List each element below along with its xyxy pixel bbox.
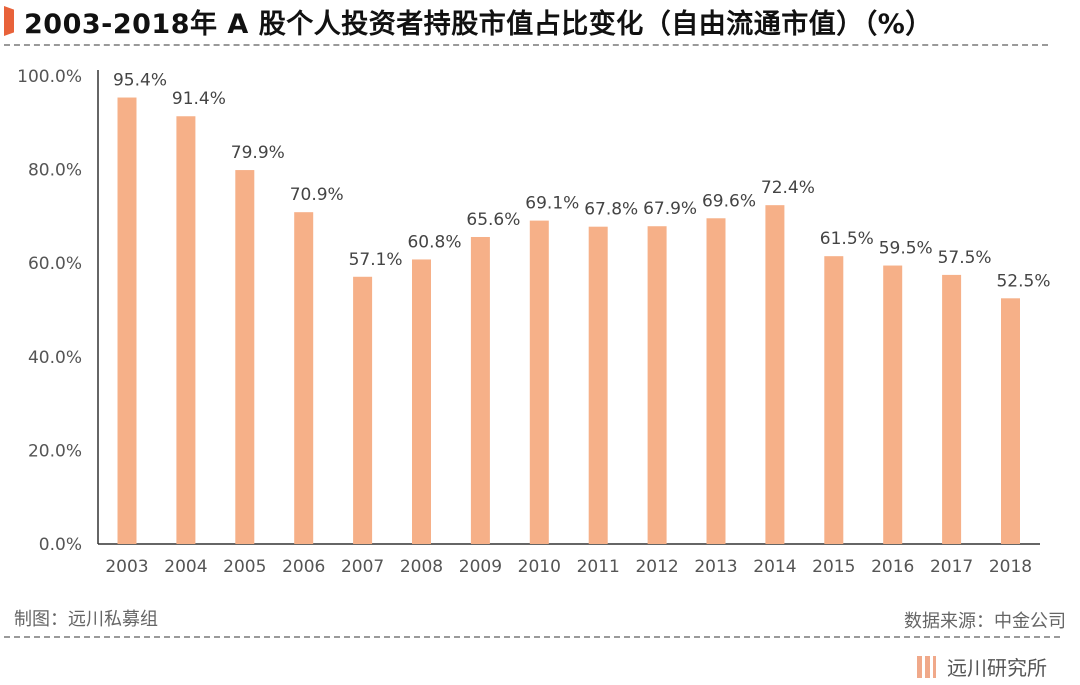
y-tick-label: 60.0% [28, 254, 82, 274]
x-tick-label: 2003 [105, 557, 148, 577]
y-tick-label: 40.0% [28, 348, 82, 368]
brand-logo: 远川研究所 [917, 652, 1047, 681]
data-label: 67.9% [643, 199, 697, 219]
x-tick-label: 2008 [400, 557, 443, 577]
title-divider [4, 44, 1048, 46]
y-tick-label: 100.0% [17, 67, 82, 87]
data-label: 59.5% [879, 239, 933, 259]
y-tick-label: 20.0% [28, 441, 82, 461]
x-tick-label: 2017 [930, 557, 973, 577]
data-label: 61.5% [820, 229, 874, 249]
x-tick-label: 2014 [753, 557, 796, 577]
bar-2015 [824, 256, 844, 544]
y-tick-label: 80.0% [28, 161, 82, 181]
data-label: 79.9% [231, 143, 285, 163]
bar-2008 [412, 259, 431, 544]
data-source: 数据来源：中金公司 [904, 611, 1066, 632]
x-tick-label: 2015 [812, 557, 855, 577]
x-tick-label: 2009 [459, 557, 502, 577]
bar-chart: 0.0% 20.0% 40.0% 60.0% 80.0% 100.0% 95.4% 2003 9… [17, 67, 1050, 577]
footer-divider [4, 636, 1060, 638]
x-tick-label: 2004 [164, 557, 207, 577]
data-label: 57.1% [349, 250, 403, 270]
logo-text: 远川研究所 [947, 656, 1047, 680]
bar-2013 [706, 218, 726, 544]
bar-2012 [647, 226, 667, 544]
bar-2007 [353, 276, 373, 544]
title-accent-bar [4, 6, 14, 36]
bar-2005 [235, 170, 255, 544]
data-label: 60.8% [407, 232, 461, 252]
data-label: 57.5% [938, 248, 992, 268]
data-label: 65.6% [466, 210, 520, 230]
bar-2016 [883, 265, 903, 544]
page-title: 2003-2018年 A 股个人投资者持股市值占比变化（自由流通市值）（%） [24, 9, 933, 40]
bar-2018 [1001, 298, 1020, 544]
logo-bars-icon [917, 655, 939, 678]
bar-2014 [765, 205, 785, 544]
x-tick-label: 2006 [282, 557, 325, 577]
data-label: 70.9% [290, 185, 344, 205]
bar-2006 [294, 212, 314, 545]
data-label: 67.8% [584, 200, 638, 220]
bar-2011 [588, 226, 608, 545]
data-label: 91.4% [172, 89, 226, 109]
x-tick-label: 2018 [989, 557, 1032, 577]
data-label: 69.1% [525, 194, 579, 214]
x-tick-label: 2005 [223, 557, 266, 577]
x-tick-label: 2016 [871, 557, 914, 577]
x-tick-label: 2013 [694, 557, 737, 577]
bar-2009 [470, 236, 490, 544]
y-tick-label: 0.0% [39, 535, 82, 555]
data-label: 95.4% [113, 71, 167, 91]
bar-2017 [942, 274, 962, 544]
x-tick-label: 2012 [635, 557, 678, 577]
bar-2003 [117, 97, 137, 544]
data-label: 69.6% [702, 191, 756, 211]
x-tick-label: 2011 [577, 557, 620, 577]
bar-2010 [529, 220, 549, 544]
x-tick-label: 2010 [518, 557, 561, 577]
data-label: 52.5% [996, 271, 1050, 291]
x-tick-label: 2007 [341, 557, 384, 577]
chart-credit: 制图：远川私募组 [14, 609, 158, 630]
data-label: 72.4% [761, 178, 815, 198]
bar-2004 [176, 116, 196, 545]
